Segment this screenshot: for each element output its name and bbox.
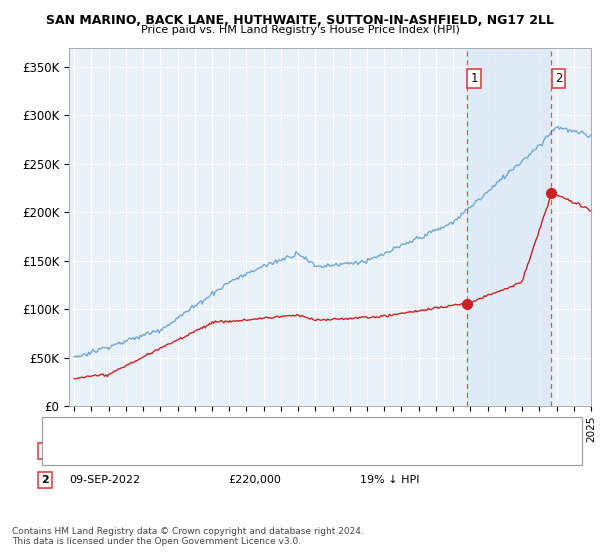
Text: HPI: Average price, detached house, Ashfield: HPI: Average price, detached house, Ashf…	[75, 443, 300, 453]
Text: Contains HM Land Registry data © Crown copyright and database right 2024.
This d: Contains HM Land Registry data © Crown c…	[12, 526, 364, 546]
Text: 16-OCT-2017: 16-OCT-2017	[69, 446, 142, 456]
Text: —: —	[48, 419, 65, 437]
Text: 2: 2	[41, 475, 49, 485]
Bar	[467, 48, 551, 406]
Text: 2: 2	[555, 72, 562, 85]
Text: £220,000: £220,000	[228, 475, 281, 485]
Text: SAN MARINO, BACK LANE, HUTHWAITE, SUTTON-IN-ASHFIELD, NG17 2LL: SAN MARINO, BACK LANE, HUTHWAITE, SUTTON…	[46, 14, 554, 27]
Text: 1: 1	[41, 446, 49, 456]
Text: 09-SEP-2022: 09-SEP-2022	[69, 475, 140, 485]
Text: 19% ↓ HPI: 19% ↓ HPI	[360, 475, 419, 485]
Text: Price paid vs. HM Land Registry's House Price Index (HPI): Price paid vs. HM Land Registry's House …	[140, 25, 460, 35]
Text: —: —	[48, 439, 65, 457]
Text: SAN MARINO, BACK LANE, HUTHWAITE, SUTTON-IN-ASHFIELD, NG17 2LL (detached hous…: SAN MARINO, BACK LANE, HUTHWAITE, SUTTON…	[75, 423, 527, 433]
Text: 45% ↓ HPI: 45% ↓ HPI	[360, 446, 419, 456]
Text: £105,000: £105,000	[228, 446, 281, 456]
Text: 1: 1	[470, 72, 478, 85]
